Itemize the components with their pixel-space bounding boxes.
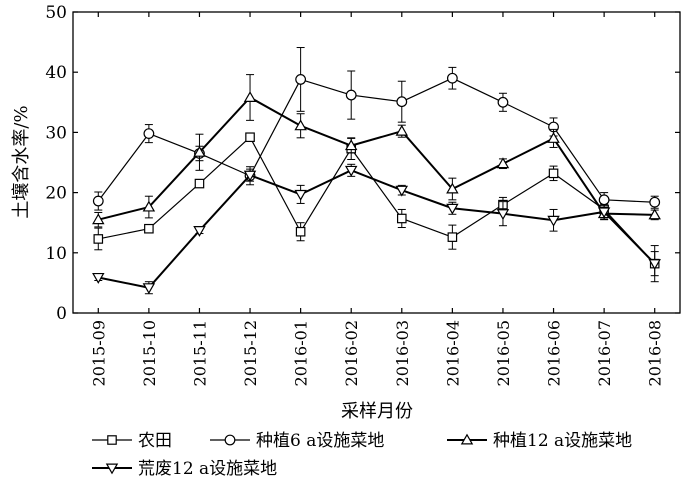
data-point [597, 207, 611, 219]
data-point [395, 185, 409, 197]
data-point [345, 89, 357, 101]
data-point [649, 196, 661, 208]
legend-marker [105, 463, 119, 475]
data-point [496, 157, 510, 169]
data-point [648, 259, 661, 271]
series-group [92, 47, 661, 211]
x-tick-label: 2016-02 [342, 320, 361, 386]
legend-label: 农田 [138, 431, 172, 451]
x-tick-label: 2015-10 [140, 320, 159, 386]
plot-border [72, 11, 681, 314]
series-group [92, 163, 661, 295]
y-tick-label: 30 [45, 123, 67, 143]
data-point [93, 234, 104, 244]
x-tick-label: 2016-07 [595, 320, 614, 386]
x-axis-label: 采样月份 [341, 401, 413, 422]
data-point [143, 128, 155, 140]
data-point [245, 132, 255, 143]
data-point [193, 145, 206, 157]
data-point [294, 119, 307, 131]
x-tick-label: 2016-01 [292, 320, 311, 386]
data-point [92, 272, 105, 284]
data-point [243, 170, 257, 182]
data-point [344, 139, 358, 151]
data-point [598, 194, 610, 206]
data-point [395, 124, 409, 136]
x-tick-label: 2016-03 [393, 320, 412, 386]
x-axis: 2015-09 2015-10 2015-11 2015-12 2016-01 2016-… [89, 12, 665, 386]
x-tick-label: 2015-09 [89, 320, 108, 386]
y-tick-label: 20 [45, 184, 67, 204]
legend-marker [224, 434, 236, 446]
y-axis-label: 土壤含水率/% [11, 105, 32, 218]
data-point [295, 226, 306, 237]
legend-item: 种植6 a设施菜地 [210, 431, 384, 451]
legend-marker [460, 433, 474, 445]
data-point [295, 74, 307, 85]
data-point [548, 168, 559, 179]
series-layer [92, 47, 661, 295]
data-point [194, 178, 205, 189]
data-point [496, 209, 510, 221]
x-tick-label: 2015-11 [190, 320, 209, 386]
legend-item: 荒废12 a设施菜地 [92, 459, 277, 479]
legend-marker [107, 435, 117, 445]
x-tick-label: 2016-08 [646, 320, 665, 386]
data-point [144, 223, 154, 234]
series-line [98, 136, 656, 265]
legend-item: 种植12 a设施菜地 [447, 431, 632, 451]
data-point [396, 96, 408, 108]
legend-label: 荒废12 a设施菜地 [138, 459, 277, 479]
series-group [93, 132, 660, 283]
y-tick-label: 0 [56, 304, 67, 324]
x-tick-label: 2016-05 [494, 320, 513, 386]
data-point [294, 189, 307, 201]
legend-label: 种植6 a设施菜地 [256, 431, 384, 451]
data-point [243, 91, 257, 102]
data-point [648, 208, 661, 220]
data-point [193, 226, 206, 237]
series-line [98, 96, 655, 221]
series-line [97, 77, 655, 203]
legend-item: 农田 [92, 431, 172, 451]
data-point [446, 182, 459, 194]
y-tick-label: 10 [45, 244, 67, 264]
series-group [92, 74, 661, 228]
series-line [98, 169, 656, 289]
data-point [344, 165, 358, 177]
plot-area [72, 11, 681, 314]
x-tick-label: 2015-12 [241, 320, 260, 386]
x-tick-label: 2016-06 [545, 320, 564, 386]
data-point [447, 232, 458, 242]
data-point [547, 132, 560, 143]
y-axis: 0 10 20 30 40 50 [45, 3, 680, 324]
legend-label: 种植12 a设施菜地 [493, 431, 632, 451]
y-tick-label: 50 [45, 3, 67, 23]
data-point [446, 72, 458, 84]
data-point [497, 96, 509, 108]
data-point [396, 213, 407, 224]
data-point [446, 203, 459, 215]
y-tick-label: 40 [45, 63, 67, 83]
data-point [547, 215, 560, 227]
data-point [142, 283, 156, 295]
x-tick-label: 2016-04 [443, 320, 462, 386]
data-point [142, 200, 156, 212]
data-point [92, 213, 105, 225]
data-point [92, 195, 104, 207]
